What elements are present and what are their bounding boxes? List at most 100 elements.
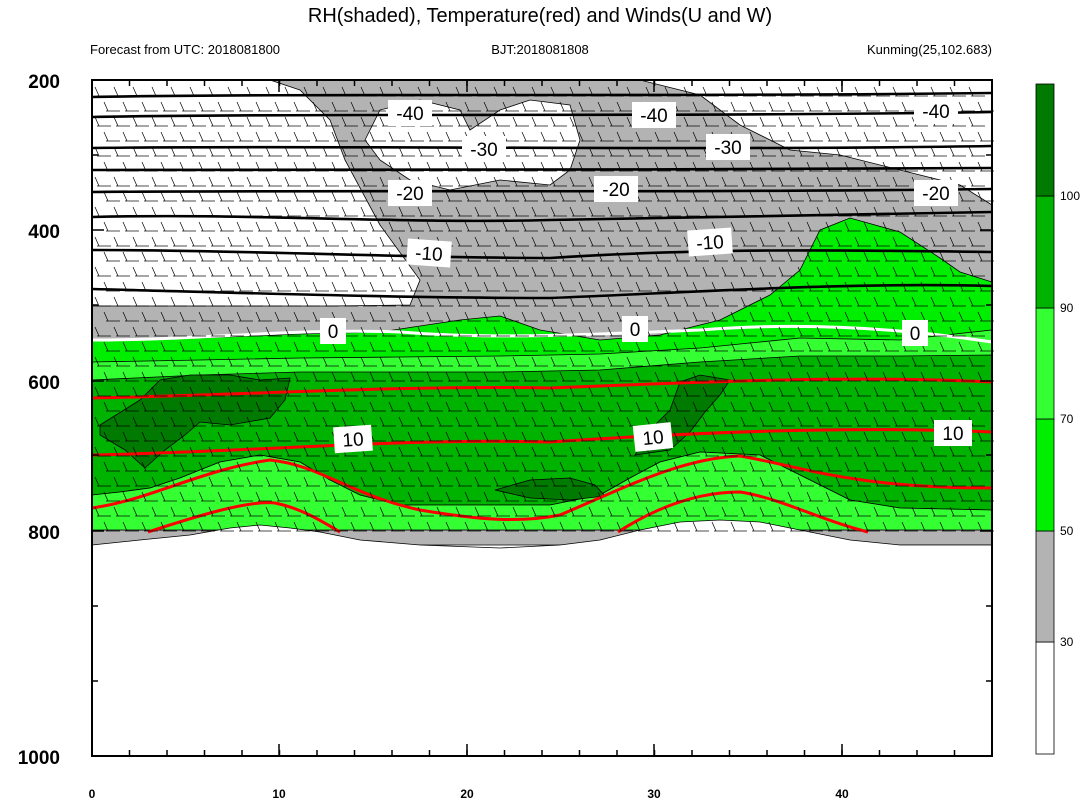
wind-barb-feather <box>483 521 489 532</box>
wind-barb-feather <box>265 476 271 487</box>
wind-barb-feather <box>512 266 518 277</box>
wind-barb-feather <box>626 236 632 247</box>
wind-barb-feather <box>550 116 556 127</box>
wind-barb-feather <box>502 281 508 292</box>
wind-barb-feather <box>977 251 983 262</box>
wind-barb-feather <box>702 356 708 367</box>
wind-barb-feather <box>274 131 280 142</box>
wind-barb-feather <box>654 521 660 532</box>
wind-barb-feather <box>350 371 356 382</box>
wind-barb-feather <box>94 236 100 247</box>
wind-barb-feather <box>778 206 784 217</box>
wind-barb-feather <box>977 281 983 292</box>
wind-barb-feather <box>645 296 651 307</box>
wind-barb-feather <box>835 146 841 157</box>
wind-barb-feather <box>550 236 556 247</box>
wind-barb-feather <box>977 311 983 322</box>
wind-barb-feather <box>673 491 679 502</box>
wind-barb-feather <box>778 386 784 397</box>
wind-barb-feather <box>692 431 698 442</box>
wind-barb-feather <box>369 491 375 502</box>
wind-barb-feather <box>664 176 670 187</box>
wind-barb-feather <box>787 251 793 262</box>
wind-barb-feather <box>236 251 242 262</box>
wind-barb-feather <box>645 356 651 367</box>
wind-barb-feather <box>322 476 328 487</box>
wind-barb-feather <box>502 101 508 112</box>
wind-barb-feather <box>189 236 195 247</box>
wind-barb-feather <box>759 116 765 127</box>
wind-barb-feather <box>901 401 907 412</box>
wind-barb-feather <box>559 521 565 532</box>
wind-barb-feather <box>711 191 717 202</box>
wind-barb-feather <box>379 416 385 427</box>
wind-barb-feather <box>198 131 204 142</box>
wind-barb-feather <box>293 401 299 412</box>
wind-barb-feather <box>787 401 793 412</box>
temp-contour-line <box>91 428 993 457</box>
wind-barb-feather <box>455 386 461 397</box>
wind-barb-feather <box>930 86 936 97</box>
wind-barb-feather <box>692 311 698 322</box>
wind-barb-feather <box>968 176 974 187</box>
wind-barb-feather <box>379 146 385 157</box>
wind-barb-feather <box>436 446 442 457</box>
wind-barb-feather <box>892 146 898 157</box>
wind-barb-feather <box>464 341 470 352</box>
wind-barb-feather <box>882 221 888 232</box>
wind-barb-feather <box>198 251 204 262</box>
wind-barb-feather <box>911 266 917 277</box>
wind-barb-feather <box>284 416 290 427</box>
wind-barb-feather <box>531 506 537 517</box>
x-tick-label: 40 <box>835 787 849 801</box>
wind-barb-feather <box>654 311 660 322</box>
wind-barb-feather <box>246 506 252 517</box>
wind-barb-feather <box>645 266 651 277</box>
wind-barb-feather <box>958 341 964 352</box>
wind-barb-feather <box>236 491 242 502</box>
wind-barb-feather <box>521 521 527 532</box>
wind-barb-feather <box>968 446 974 457</box>
wind-barb-feather <box>939 521 945 532</box>
wind-barb-feather <box>217 131 223 142</box>
wind-barb-feather <box>683 386 689 397</box>
wind-barb-feather <box>578 281 584 292</box>
wind-barb-feather <box>151 266 157 277</box>
wind-barb-feather <box>882 131 888 142</box>
wind-barb-feather <box>274 251 280 262</box>
wind-barb-feather <box>844 281 850 292</box>
wind-barb-feather <box>673 401 679 412</box>
wind-barb-feather <box>274 221 280 232</box>
wind-barb-feather <box>322 446 328 457</box>
wind-barb-feather <box>265 506 271 517</box>
x-tick-label: 10 <box>272 787 286 801</box>
wind-barb-feather <box>464 431 470 442</box>
wind-barb-feather <box>616 401 622 412</box>
wind-barb-feather <box>911 86 917 97</box>
wind-barb-feather <box>255 131 261 142</box>
wind-barb-feather <box>113 476 119 487</box>
wind-barb-feather <box>787 191 793 202</box>
wind-barb-feather <box>350 101 356 112</box>
wind-barb-feather <box>911 506 917 517</box>
wind-barb-feather <box>217 431 223 442</box>
wind-barb-feather <box>654 191 660 202</box>
wind-barb-feather <box>445 521 451 532</box>
wind-barb-feather <box>483 191 489 202</box>
wind-barb-feather <box>854 326 860 337</box>
wind-barb-feather <box>768 311 774 322</box>
wind-barb-feather <box>949 386 955 397</box>
wind-barb-feather <box>341 266 347 277</box>
wind-barb-feather <box>949 236 955 247</box>
wind-barb-feather <box>293 311 299 322</box>
wind-barb-feather <box>103 131 109 142</box>
wind-barb-feather <box>854 296 860 307</box>
wind-barb-feather <box>569 266 575 277</box>
wind-barb-feather <box>844 131 850 142</box>
wind-barb-feather <box>189 476 195 487</box>
wind-barb-feather <box>474 86 480 97</box>
wind-barb-feather <box>854 506 860 517</box>
wind-barb-feather <box>502 251 508 262</box>
wind-barb-feather <box>654 491 660 502</box>
wind-barb-feather <box>721 356 727 367</box>
